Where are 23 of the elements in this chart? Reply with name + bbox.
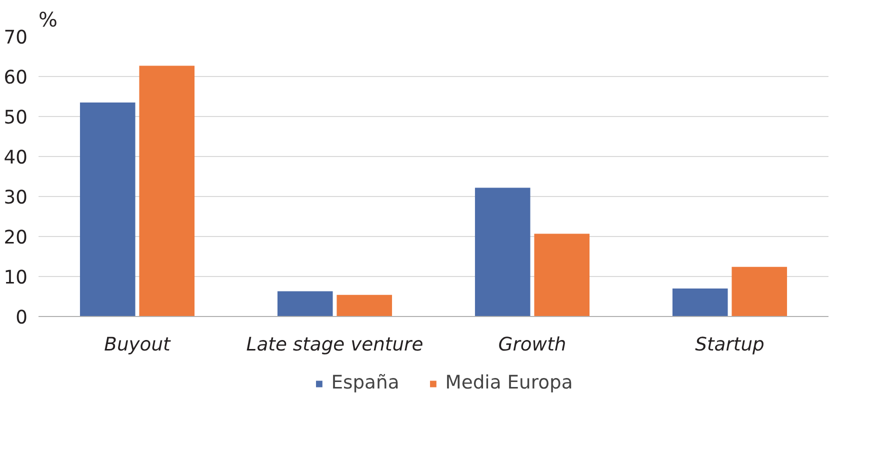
- bar: [732, 266, 788, 316]
- y-tick-label: 60: [4, 68, 28, 88]
- x-tick-label: Growth: [498, 334, 566, 356]
- bar: [474, 188, 530, 316]
- bar: [534, 234, 590, 316]
- bar: [139, 66, 195, 316]
- y-tick-label: 10: [4, 268, 28, 288]
- y-axis-title: %: [38, 8, 58, 32]
- y-tick-label: 0: [16, 308, 28, 328]
- x-tick-label: Startup: [695, 334, 764, 356]
- bar: [336, 294, 392, 316]
- x-tick-label: Late stage venture: [246, 334, 424, 356]
- legend-label: Media Europa: [445, 372, 573, 394]
- y-tick-label: 30: [4, 188, 28, 208]
- bar: [672, 288, 728, 316]
- bar: [80, 102, 136, 316]
- bar: [277, 291, 333, 316]
- y-tick-label: 20: [4, 228, 28, 248]
- y-tick-label: 50: [4, 108, 28, 128]
- y-tick-label: 40: [4, 148, 28, 168]
- y-tick-label: 70: [4, 28, 28, 48]
- x-tick-label: Buyout: [104, 334, 172, 356]
- legend-label: España: [331, 372, 400, 394]
